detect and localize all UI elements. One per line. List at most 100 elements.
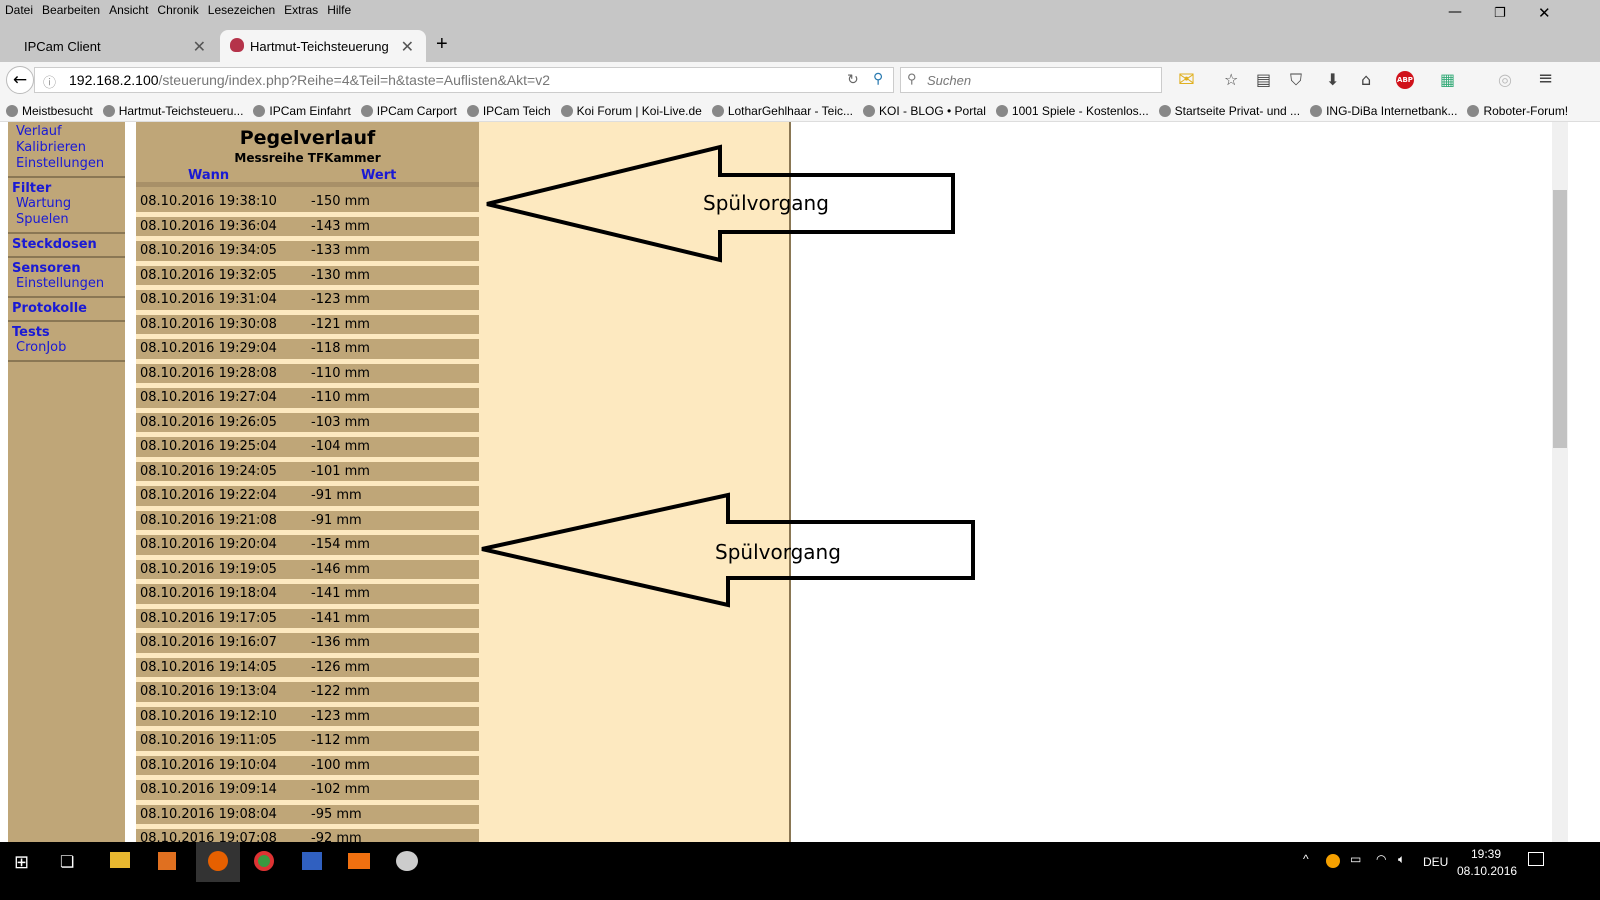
sidebar-group: Verlauf Kalibrieren Einstellungen bbox=[8, 122, 125, 178]
bookmark-item[interactable]: Meistbesucht bbox=[0, 98, 97, 118]
sidebar-group: Steckdosen bbox=[8, 234, 125, 258]
sidebar-item-spuelen[interactable]: Spuelen bbox=[16, 212, 69, 227]
adblock-icon[interactable]: ABP bbox=[1396, 71, 1414, 89]
task-view-icon[interactable]: ❏ bbox=[60, 854, 75, 871]
firefox-taskbar-button[interactable] bbox=[196, 842, 240, 882]
tab-ipcam-client[interactable]: IPCam Client ✕ bbox=[24, 39, 206, 56]
menu-item[interactable]: Bearbeiten bbox=[42, 3, 101, 17]
info-icon[interactable]: ⓘ bbox=[43, 75, 57, 90]
scrollbar-thumb[interactable] bbox=[1553, 190, 1567, 448]
table-row: 08.10.2016 19:07:08 -92 mm bbox=[136, 829, 479, 842]
sidebar-item-einstellungen[interactable]: Einstellungen bbox=[16, 276, 105, 291]
minimize-button[interactable]: — bbox=[1448, 4, 1462, 20]
clock-time[interactable]: 19:39 bbox=[1471, 847, 1502, 861]
tray-app-icon[interactable] bbox=[1326, 854, 1340, 868]
row-timestamp: 08.10.2016 19:32:05 bbox=[140, 267, 277, 283]
column-header-wann[interactable]: Wann bbox=[188, 168, 230, 183]
back-button[interactable]: ← bbox=[6, 66, 34, 94]
hamburger-menu-icon[interactable]: ≡ bbox=[1538, 68, 1554, 89]
bookmark-item[interactable]: IPCam Carport bbox=[355, 98, 461, 118]
menu-item[interactable]: Chronik bbox=[157, 3, 199, 17]
sidebar-heading-filter[interactable]: Filter bbox=[12, 181, 52, 196]
row-timestamp: 08.10.2016 19:20:04 bbox=[140, 537, 277, 552]
menu-item[interactable]: Extras bbox=[284, 3, 319, 17]
menu-item[interactable]: Ansicht bbox=[109, 3, 149, 17]
tab-teichsteuerung[interactable]: Hartmut-Teichsteuerung ✕ bbox=[220, 30, 426, 62]
bookmark-item[interactable]: 1001 Spiele - Kostenlos... bbox=[990, 98, 1153, 118]
extension-icon[interactable]: ▦ bbox=[1440, 70, 1456, 89]
bookmark-item[interactable]: LotharGehlhaar - Teic... bbox=[706, 98, 857, 118]
menu-item[interactable]: Hilfe bbox=[327, 3, 352, 17]
media-player-icon[interactable] bbox=[158, 852, 176, 870]
mail-icon[interactable]: ✉ bbox=[1178, 67, 1195, 91]
bookmark-item[interactable]: ING-DiBa Internetbank... bbox=[1304, 98, 1461, 118]
bookmark-item[interactable]: Roboter-Forum! bbox=[1461, 98, 1572, 118]
restore-button[interactable]: ❐ bbox=[1494, 6, 1506, 21]
battery-icon[interactable]: ▭ bbox=[1350, 852, 1362, 866]
clock-date[interactable]: 08.10.2016 bbox=[1457, 864, 1518, 878]
bookmark-item[interactable]: KOI - BLOG • Portal bbox=[857, 98, 990, 118]
page-subtitle: Messreihe TFKammer bbox=[234, 151, 381, 165]
menu-item[interactable]: Datei bbox=[5, 3, 34, 17]
search-go-icon[interactable]: ⚲ bbox=[873, 70, 884, 86]
close-window-button[interactable]: ✕ bbox=[1538, 4, 1551, 22]
bookmark-item[interactable]: Startseite Privat- und ... bbox=[1153, 98, 1304, 118]
close-tab-icon[interactable]: ✕ bbox=[192, 39, 206, 56]
sidebar-item-verlauf[interactable]: Verlauf bbox=[16, 124, 62, 139]
bookmark-favicon-icon bbox=[253, 105, 266, 117]
wifi-icon[interactable]: ◠ bbox=[1376, 852, 1387, 866]
search-input[interactable]: ⚲ Suchen bbox=[900, 67, 1162, 93]
file-explorer-icon[interactable] bbox=[110, 852, 130, 868]
windows-start-icon[interactable]: ⊞ bbox=[14, 852, 30, 872]
sidebar-item-cronjob[interactable]: CronJob bbox=[16, 340, 67, 355]
tray-chevron-icon[interactable]: ^ bbox=[1303, 852, 1309, 866]
sidebar-item-wartung[interactable]: Wartung bbox=[16, 196, 72, 211]
menu-item[interactable]: Lesezeichen bbox=[207, 3, 276, 17]
sidebar-item-einstellungen[interactable]: Einstellungen bbox=[16, 156, 105, 171]
table-row: 08.10.2016 19:24:05 -101 mm bbox=[136, 461, 479, 481]
column-header-wert[interactable]: Wert bbox=[361, 168, 397, 183]
bookmark-item[interactable]: Hartmut-Teichsteueru... bbox=[97, 98, 248, 118]
language-indicator[interactable]: DEU bbox=[1423, 855, 1449, 869]
row-value: -154 mm bbox=[311, 537, 370, 552]
sidebar-heading-protokolle[interactable]: Protokolle bbox=[12, 301, 87, 316]
row-timestamp: 08.10.2016 19:27:04 bbox=[140, 390, 277, 405]
table-row: 08.10.2016 19:36:04 -143 mm bbox=[136, 216, 479, 236]
sidebar-heading-sensoren[interactable]: Sensoren bbox=[12, 261, 81, 276]
bookmark-item[interactable]: IPCam Teich bbox=[461, 98, 555, 118]
sidebar-heading-tests[interactable]: Tests bbox=[12, 325, 50, 340]
bookmark-label: Meistbesucht bbox=[22, 104, 93, 118]
app-icon[interactable] bbox=[396, 851, 418, 871]
notifications-icon[interactable] bbox=[1528, 852, 1544, 866]
close-tab-icon[interactable]: ✕ bbox=[400, 39, 414, 56]
bookmark-item[interactable]: Koi Forum | Koi-Live.de bbox=[555, 98, 706, 118]
row-timestamp: 08.10.2016 19:16:07 bbox=[140, 635, 277, 650]
row-timestamp: 08.10.2016 19:19:05 bbox=[140, 561, 277, 577]
bookmark-label: Hartmut-Teichsteueru... bbox=[118, 104, 244, 118]
bookmark-star-icon[interactable]: ☆ bbox=[1224, 70, 1239, 89]
chrome-icon[interactable] bbox=[254, 851, 274, 871]
mail-app-icon[interactable] bbox=[348, 853, 370, 869]
pocket-icon[interactable]: ⛉ bbox=[1290, 70, 1303, 89]
row-value: -123 mm bbox=[311, 292, 370, 307]
reading-list-icon[interactable]: ▤ bbox=[1256, 70, 1272, 89]
annotation-arrow bbox=[481, 492, 975, 608]
table-row: 08.10.2016 19:13:04 -122 mm bbox=[136, 682, 479, 702]
row-timestamp: 08.10.2016 19:12:10 bbox=[140, 708, 277, 724]
sidebar-heading-steckdosen[interactable]: Steckdosen bbox=[12, 237, 97, 252]
row-timestamp: 08.10.2016 19:22:04 bbox=[140, 488, 277, 503]
reload-icon[interactable]: ↻ bbox=[847, 71, 859, 87]
volume-icon[interactable]: 🔈︎ bbox=[1398, 852, 1406, 866]
bookmark-label: Koi Forum | Koi-Live.de bbox=[576, 104, 702, 118]
sidebar-item-kalibrieren[interactable]: Kalibrieren bbox=[16, 140, 86, 155]
bookmark-favicon-icon bbox=[466, 105, 479, 117]
url-bar[interactable]: ⓘ 192.168.2.100/steuerung/index.php?Reih… bbox=[34, 67, 894, 93]
sidebar: Verlauf Kalibrieren Einstellungen Filter War… bbox=[8, 122, 125, 842]
new-tab-button[interactable]: + bbox=[436, 33, 448, 55]
download-icon[interactable]: ⬇ bbox=[1326, 70, 1340, 89]
table-body: 08.10.2016 19:38:10 -150 mm 08.10.2016 19:… bbox=[136, 192, 479, 842]
home-icon[interactable]: ⌂ bbox=[1361, 70, 1372, 89]
bookmark-item[interactable]: IPCam Einfahrt bbox=[247, 98, 354, 118]
sync-icon[interactable]: ◎ bbox=[1498, 70, 1512, 89]
network-app-icon[interactable] bbox=[302, 852, 322, 870]
